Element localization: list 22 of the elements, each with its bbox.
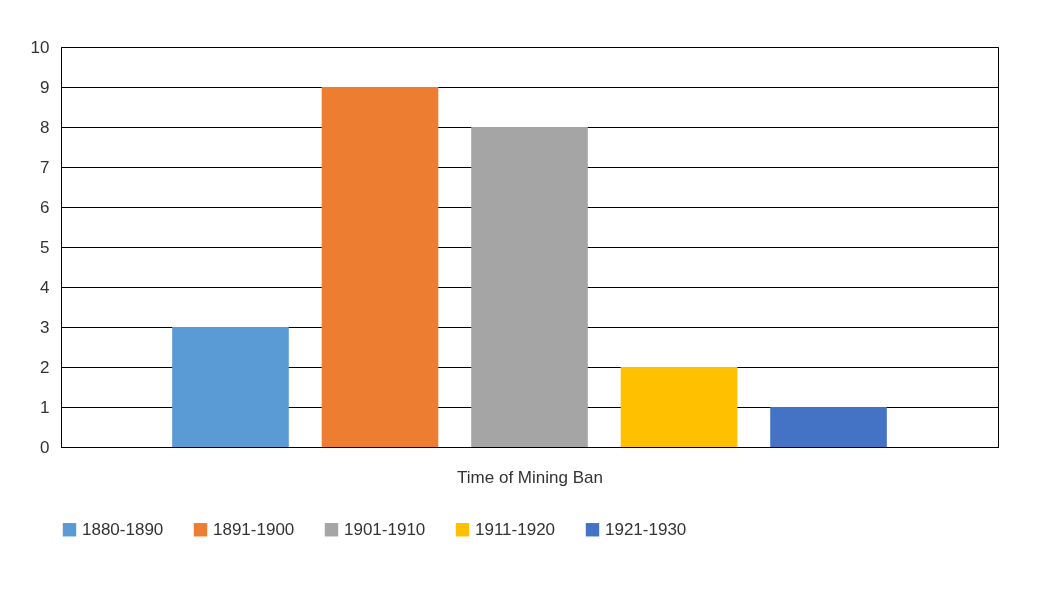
legend-label: 1901-1910 xyxy=(344,519,426,539)
legend-label: 1891-1900 xyxy=(213,519,295,539)
y-tick-label: 6 xyxy=(40,197,50,217)
y-tick-label: 9 xyxy=(40,77,50,97)
y-tick-label: 8 xyxy=(40,117,50,137)
bar xyxy=(172,327,289,447)
y-tick-label: 2 xyxy=(40,357,50,377)
y-tick-label: 4 xyxy=(40,277,50,297)
y-tick-label: 5 xyxy=(40,237,50,257)
x-axis-title: Time of Mining Ban xyxy=(457,467,603,487)
y-tick-label: 1 xyxy=(40,397,50,417)
y-tick-label: 10 xyxy=(30,37,50,57)
bar xyxy=(620,367,738,447)
bar xyxy=(471,127,588,447)
y-tick-label: 0 xyxy=(40,437,50,457)
bar xyxy=(770,407,887,447)
y-tick-label: 7 xyxy=(40,157,50,177)
y-tick-label: 3 xyxy=(40,317,50,337)
legend-label: 1911-1920 xyxy=(475,519,556,539)
legend-label: 1921-1930 xyxy=(605,519,687,539)
bar xyxy=(321,87,439,447)
legend-label: 1880-1890 xyxy=(82,519,164,539)
